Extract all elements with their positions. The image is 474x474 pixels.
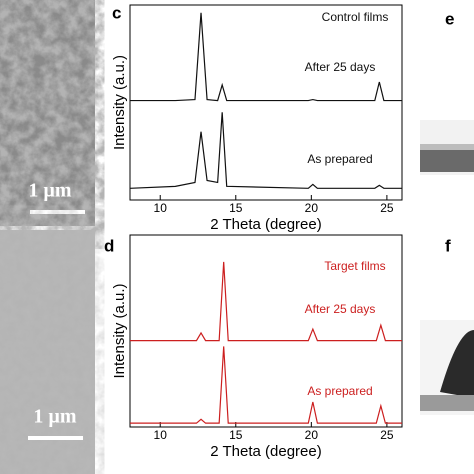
y-axis-label: Intensity (a.u.) — [111, 55, 128, 150]
scale-bar-label: 1 µm — [33, 406, 77, 428]
x-tick-label: 25 — [380, 201, 394, 215]
series-label: As prepared — [307, 384, 372, 398]
sem-image-bottom: 1 µm — [0, 230, 95, 474]
xrd-line — [130, 261, 402, 342]
x-axis-label: 2 Theta (degree) — [210, 443, 321, 460]
xrd-line — [129, 112, 402, 189]
contact-angle-e — [420, 120, 474, 175]
sem-image-top: 1 µm — [0, 0, 95, 226]
panel-label: d — [104, 236, 114, 255]
chart-title: Control films — [322, 10, 389, 24]
xrd-line — [130, 12, 402, 102]
panel-label: c — [112, 3, 121, 22]
x-tick-label: 25 — [380, 428, 394, 442]
x-tick-label: 20 — [305, 428, 319, 442]
plot-frame — [129, 234, 403, 428]
x-tick-label: 10 — [154, 428, 168, 442]
panel-label: f — [445, 236, 451, 255]
series-label: After 25 days — [305, 60, 376, 74]
panel-label: e — [445, 9, 454, 28]
contact-angle-f — [420, 320, 474, 415]
xrd-line — [130, 346, 402, 424]
series-label: After 25 days — [305, 302, 376, 316]
x-axis-label: 2 Theta (degree) — [210, 216, 321, 233]
x-tick-label: 15 — [229, 201, 243, 215]
chart-title: Target films — [324, 259, 385, 273]
x-tick-label: 20 — [305, 201, 319, 215]
plot-frame — [129, 4, 403, 201]
series-label: As prepared — [307, 152, 372, 166]
x-tick-label: 10 — [154, 201, 168, 215]
x-tick-label: 15 — [229, 428, 243, 442]
y-axis-label: Intensity (a.u.) — [111, 283, 128, 378]
scale-bar-label: 1 µm — [28, 180, 72, 202]
